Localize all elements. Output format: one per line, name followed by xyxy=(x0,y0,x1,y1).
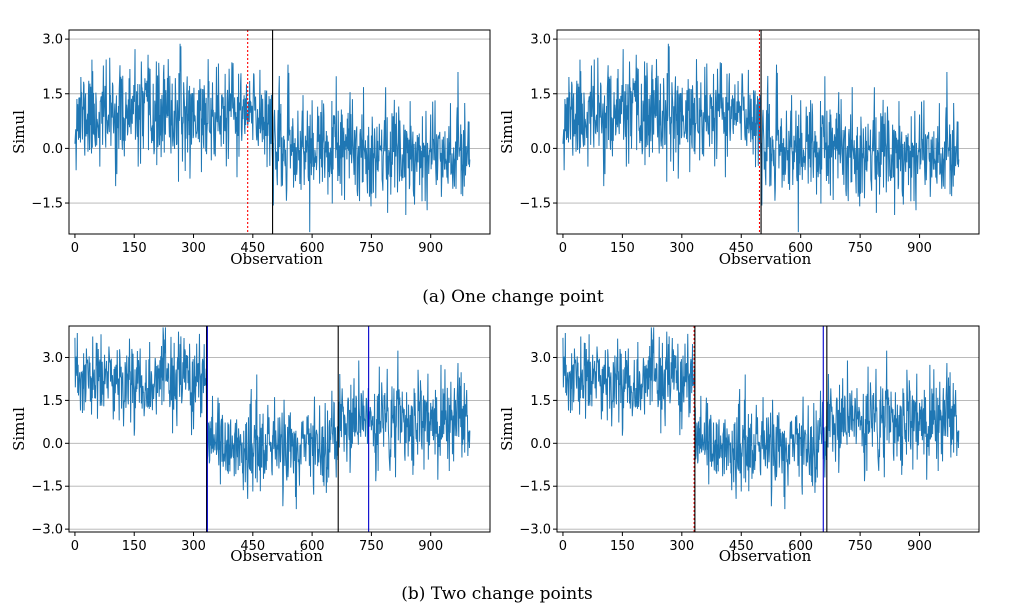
y-tick-label: 3.0 xyxy=(530,351,551,366)
y-tick-label: −3.0 xyxy=(31,523,63,538)
y-tick-label: 0.0 xyxy=(530,437,551,452)
x-axis-label: Observation xyxy=(230,250,323,268)
y-tick-label: −3.0 xyxy=(519,523,551,538)
panel-b-left: 0 150 300 450 600 750 900 3.0 1.5 0.0 −1.5 −3.0 Obse… xyxy=(10,325,491,565)
y-tick-label: 3.0 xyxy=(530,33,551,48)
y-tick-label: 3.0 xyxy=(42,33,63,48)
y-tick-label: −1.5 xyxy=(31,480,63,495)
x-tick-label: 750 xyxy=(848,241,873,256)
y-tick-label: 1.5 xyxy=(42,87,63,102)
panel-a-right: 0 150 300 450 600 750 900 3.0 1.5 0.0 −1.5 Observat… xyxy=(498,29,980,268)
y-axis-label: Simul xyxy=(10,110,28,154)
x-tick-label: 900 xyxy=(418,539,443,554)
x-tick-label: 750 xyxy=(848,539,873,554)
y-tick-label: −1.5 xyxy=(519,480,551,495)
x-axis-label: Observation xyxy=(719,250,812,268)
y-axis-label: Simul xyxy=(498,407,516,451)
x-tick-label: 600 xyxy=(788,539,813,554)
x-tick-label: 900 xyxy=(418,241,443,256)
axes-frame xyxy=(68,325,491,533)
x-tick-label: 600 xyxy=(788,241,813,256)
x-tick-label: 300 xyxy=(669,539,694,554)
x-tick-label: 750 xyxy=(359,539,384,554)
x-tick-label: 900 xyxy=(907,539,932,554)
x-axis-label: Observation xyxy=(230,547,323,565)
series-line xyxy=(74,327,471,510)
x-tick-label: 0 xyxy=(559,539,567,554)
axes-frame xyxy=(556,325,980,533)
y-tick-label: 0.0 xyxy=(42,142,63,157)
y-tick-label: −1.5 xyxy=(31,197,63,212)
x-tick-label: 750 xyxy=(359,241,384,256)
y-tick-label: 0.0 xyxy=(42,437,63,452)
x-tick-label: 150 xyxy=(122,241,147,256)
x-axis-label: Observation xyxy=(719,547,812,565)
x-tick-label: 450 xyxy=(240,539,265,554)
x-tick-label: 600 xyxy=(300,539,325,554)
series-line xyxy=(562,327,960,510)
x-tick-label: 150 xyxy=(122,539,147,554)
x-tick-label: 0 xyxy=(71,241,79,256)
panel-a-left: 0 150 300 450 600 750 900 3.0 1.5 0.0 −1.5 Observat… xyxy=(10,29,491,268)
y-axis-label: Simul xyxy=(10,407,28,451)
x-tick-label: 900 xyxy=(907,241,932,256)
x-tick-label: 450 xyxy=(729,241,754,256)
panel-b-right: 0 150 300 450 600 750 900 3.0 1.5 0.0 −1.5 −3.0 Obse… xyxy=(498,325,980,565)
x-tick-label: 150 xyxy=(610,241,635,256)
x-tick-label: 450 xyxy=(240,241,265,256)
x-tick-label: 600 xyxy=(300,241,325,256)
x-tick-label: 300 xyxy=(669,241,694,256)
y-axis-label: Simul xyxy=(498,110,516,154)
x-tick-label: 150 xyxy=(610,539,635,554)
x-tick-label: 0 xyxy=(559,241,567,256)
caption-b: (b) Two change points xyxy=(401,584,592,604)
y-tick-label: 1.5 xyxy=(530,87,551,102)
caption-a: (a) One change point xyxy=(422,287,604,307)
y-tick-label: 3.0 xyxy=(42,351,63,366)
y-tick-label: 0.0 xyxy=(530,142,551,157)
y-tick-label: 1.5 xyxy=(42,394,63,409)
x-tick-label: 300 xyxy=(181,539,206,554)
axes-frame xyxy=(68,29,491,235)
axes-frame xyxy=(556,29,980,235)
x-tick-label: 300 xyxy=(181,241,206,256)
y-tick-label: 1.5 xyxy=(530,394,551,409)
x-tick-label: 450 xyxy=(729,539,754,554)
x-tick-label: 0 xyxy=(71,539,79,554)
y-tick-label: −1.5 xyxy=(519,197,551,212)
